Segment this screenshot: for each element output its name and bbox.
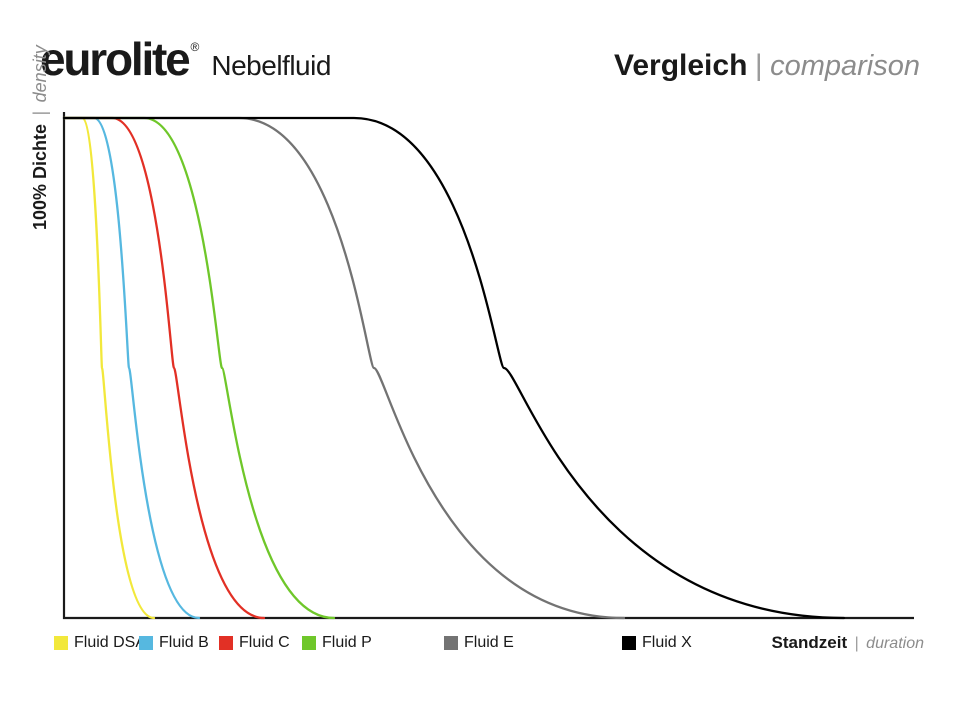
header: eurolite® Nebelfluid Vergleich | compari… [40,36,920,83]
series-line-e [64,118,624,618]
x-axis-italic: duration [866,635,924,652]
title-bold: Vergleich [614,49,747,82]
legend-item-x: Fluid X [622,634,692,652]
legend-swatch-p [302,636,316,650]
legend-item-e: Fluid E [444,634,514,652]
legend-swatch-e [444,636,458,650]
registered-icon: ® [191,40,200,54]
brand-name: eurolite [40,33,189,85]
legend-swatch-x [622,636,636,650]
page: eurolite® Nebelfluid Vergleich | compari… [0,0,960,720]
legend-label-p: Fluid P [322,634,372,652]
x-axis-sep: | [855,635,859,652]
y-axis-sep: | [30,111,50,116]
y-axis-italic: density [30,45,50,102]
x-axis-label: Standzeit | duration [772,633,924,653]
legend-item-dsa: Fluid DSA [54,634,146,652]
legend-label-c: Fluid C [239,634,290,652]
brand-logo: eurolite® [40,36,197,82]
series-line-x [64,118,844,618]
legend-item-p: Fluid P [302,634,372,652]
y-axis-label: 100% Dichte | density [30,45,51,230]
series-line-p [64,118,334,618]
legend-item-b: Fluid B [139,634,209,652]
series-line-b [64,118,199,618]
legend-swatch-c [219,636,233,650]
legend-label-e: Fluid E [464,634,514,652]
legend: Fluid DSA Fluid B Fluid C Fluid P Fluid E Flu… [54,632,924,654]
y-axis-bold: 100% Dichte [30,124,50,230]
title-italic: comparison [770,50,920,82]
legend-label-dsa: Fluid DSA [74,634,146,652]
title-right: Vergleich | comparison [614,49,920,83]
legend-label-b: Fluid B [159,634,209,652]
brand-block: eurolite® Nebelfluid [40,36,331,82]
legend-label-x: Fluid X [642,634,692,652]
legend-item-c: Fluid C [219,634,290,652]
x-axis-bold: Standzeit [772,633,848,652]
brand-subtitle: Nebelfluid [211,50,331,82]
title-sep: | [755,49,763,82]
series-line-dsa [64,118,154,618]
legend-swatch-b [139,636,153,650]
chart [54,110,924,620]
legend-swatch-dsa [54,636,68,650]
